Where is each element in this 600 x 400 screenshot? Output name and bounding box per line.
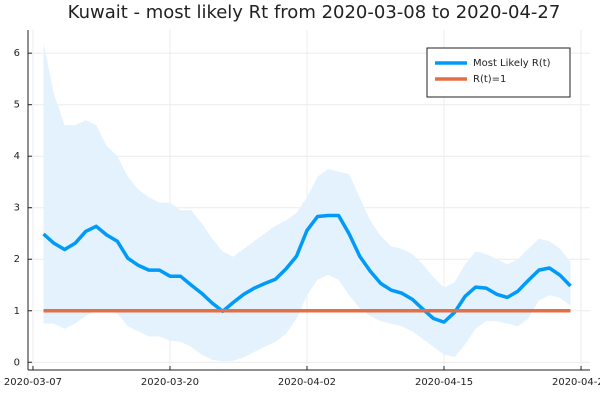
x-tick-label: 2020-04-28	[552, 377, 600, 388]
x-tick-label: 2020-04-02	[278, 377, 336, 388]
y-tick-label: 1	[14, 306, 20, 317]
legend: Most Likely R(t) R(t)=1	[426, 47, 571, 98]
y-tick-label: 2	[14, 254, 20, 265]
legend-box	[426, 47, 571, 98]
legend-label: Most Likely R(t)	[473, 58, 551, 69]
y-tick-label: 4	[14, 151, 20, 162]
chart-title: Kuwait - most likely Rt from 2020-03-08 …	[68, 2, 561, 23]
x-tick-label: 2020-03-07	[4, 377, 62, 388]
series-line	[42, 213, 572, 324]
y-tick-label: 3	[14, 203, 20, 214]
legend-label: R(t)=1	[473, 74, 506, 85]
y-tick-label: 0	[14, 357, 20, 368]
x-tick-label: 2020-04-15	[415, 377, 473, 388]
x-tick-label: 2020-03-20	[141, 377, 199, 388]
y-tick-label: 5	[14, 100, 20, 111]
y-tick-label: 6	[14, 48, 20, 59]
confidence-band	[43, 42, 571, 362]
